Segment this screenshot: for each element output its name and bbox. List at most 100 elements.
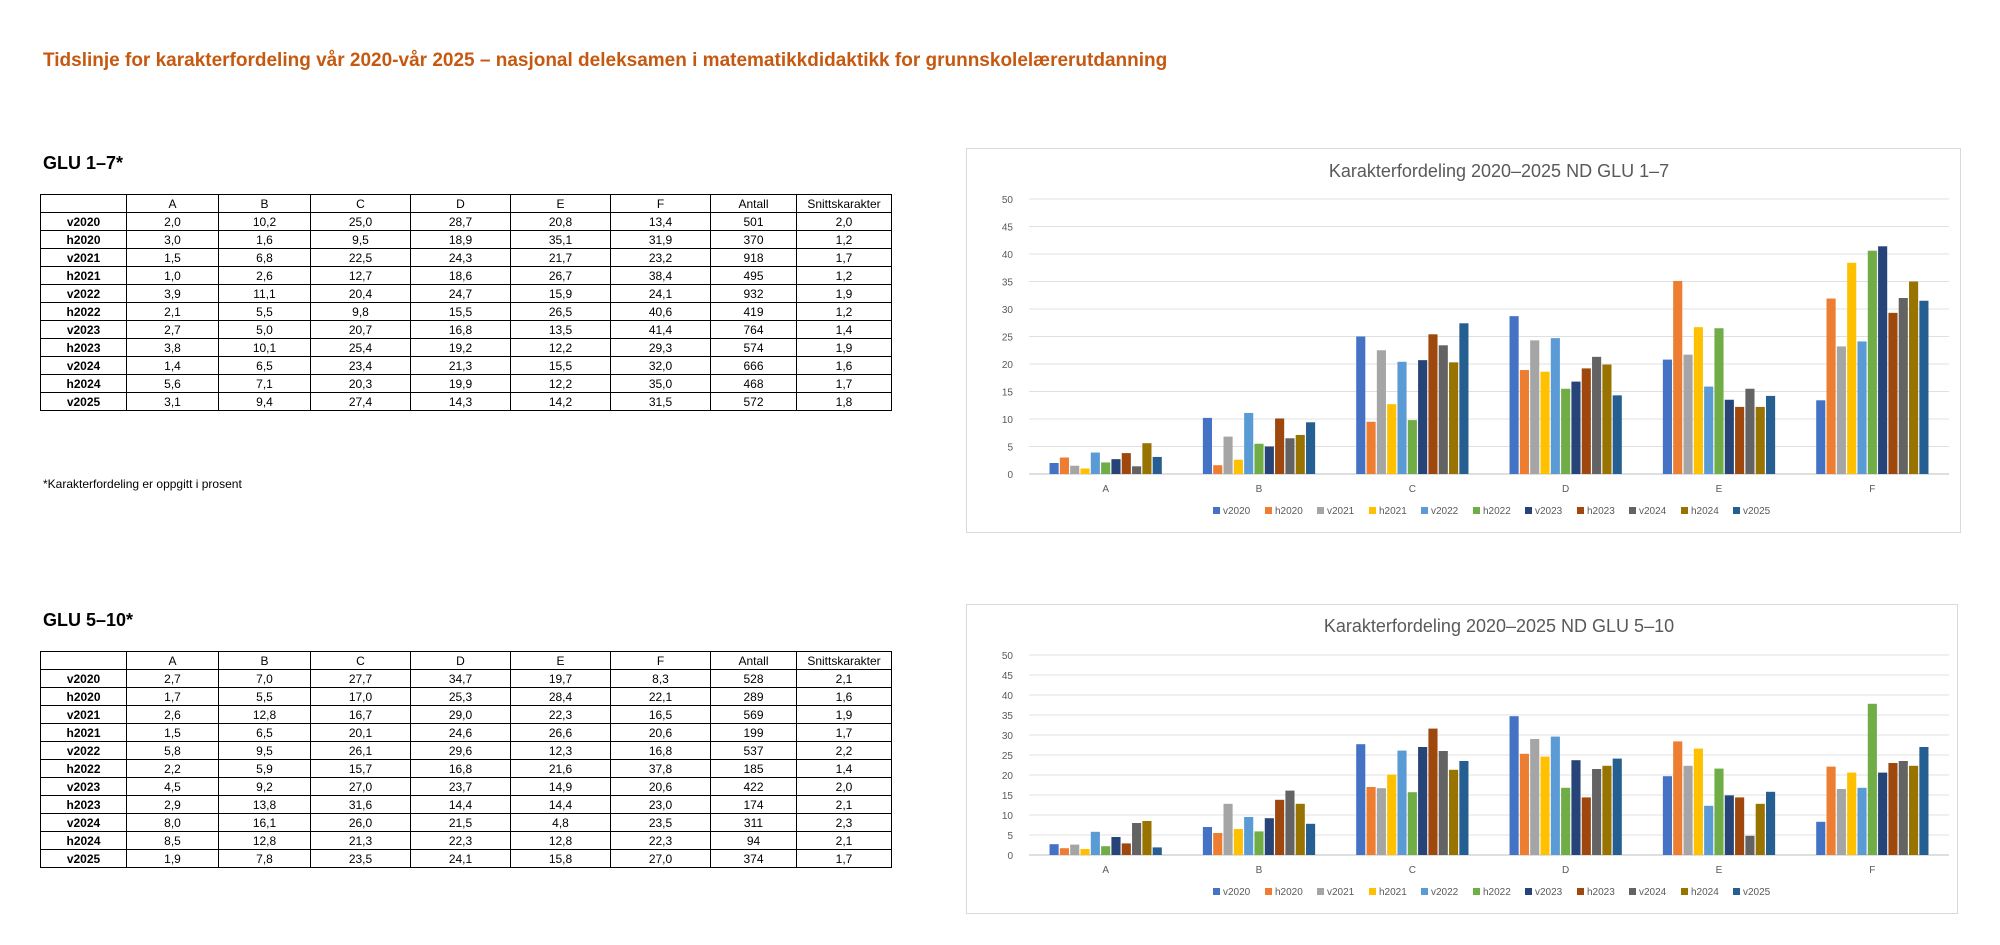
table-cell: 1,9 bbox=[796, 338, 892, 357]
table-cell: 21,5 bbox=[410, 813, 511, 832]
bar bbox=[1612, 758, 1622, 855]
bar bbox=[1059, 457, 1069, 474]
legend-label: v2023 bbox=[1535, 506, 1563, 517]
table-cell: 22,5 bbox=[310, 248, 411, 267]
table-cell: 2,9 bbox=[126, 795, 219, 814]
table-cell: 25,0 bbox=[310, 212, 411, 231]
footnote: *Karakterfordeling er oppgitt i prosent bbox=[43, 477, 242, 491]
table-cell: 569 bbox=[710, 705, 797, 724]
table-cell: 7,1 bbox=[218, 374, 311, 393]
table-cell: 23,4 bbox=[310, 356, 411, 375]
bar bbox=[1878, 772, 1888, 855]
y-tick-label: 20 bbox=[1002, 360, 1014, 371]
bar bbox=[1612, 395, 1622, 474]
bar bbox=[1418, 360, 1428, 474]
bar bbox=[1919, 747, 1929, 855]
bar bbox=[1561, 388, 1571, 474]
bar bbox=[1090, 452, 1100, 474]
row-label-cell: v2020 bbox=[40, 212, 127, 231]
table-cell: 4,5 bbox=[126, 777, 219, 796]
table-cell: 21,7 bbox=[510, 248, 611, 267]
grade-table-glu-5-10: A B C D E F Antall Snittskarakter v2020 2,7 7,0 27… bbox=[40, 651, 892, 868]
bar bbox=[1693, 327, 1703, 474]
bar bbox=[1826, 766, 1836, 855]
bar bbox=[1530, 340, 1540, 474]
legend-swatch bbox=[1577, 507, 1584, 514]
table-cell: 26,7 bbox=[510, 266, 611, 285]
table-cell: 7,8 bbox=[218, 849, 311, 868]
table-cell: 20,3 bbox=[310, 374, 411, 393]
table-row: v2024 8,0 16,1 26,0 21,5 4,8 23,5 311 2,3 bbox=[40, 813, 892, 832]
table-cell: 419 bbox=[710, 302, 797, 321]
table-cell: 21,3 bbox=[410, 356, 511, 375]
table-cell: 12,2 bbox=[510, 338, 611, 357]
y-tick-label: 5 bbox=[1007, 443, 1013, 454]
table-cell: 2,6 bbox=[218, 266, 311, 285]
bar bbox=[1213, 465, 1223, 474]
column-header bbox=[40, 651, 127, 670]
table-cell: 26,1 bbox=[310, 741, 411, 760]
bar bbox=[1275, 418, 1285, 474]
table-cell: 422 bbox=[710, 777, 797, 796]
bar bbox=[1376, 788, 1386, 855]
bar bbox=[1745, 835, 1755, 855]
table-cell: 764 bbox=[710, 320, 797, 339]
bar bbox=[1509, 316, 1519, 474]
bar bbox=[1070, 844, 1080, 855]
table-cell: 20,6 bbox=[610, 723, 711, 742]
bar bbox=[1714, 328, 1724, 474]
bar bbox=[1550, 338, 1560, 474]
bar bbox=[1592, 769, 1602, 855]
y-tick-label: 50 bbox=[1002, 195, 1014, 206]
table-cell: 26,5 bbox=[510, 302, 611, 321]
table-cell: 5,0 bbox=[218, 320, 311, 339]
row-label-cell: h2021 bbox=[40, 723, 127, 742]
legend-label: h2023 bbox=[1587, 887, 1615, 898]
bar bbox=[1244, 817, 1254, 855]
bar bbox=[1356, 744, 1366, 855]
bar bbox=[1826, 298, 1836, 474]
bar bbox=[1142, 443, 1152, 474]
legend-label: v2021 bbox=[1327, 506, 1355, 517]
table-cell: 1,9 bbox=[796, 705, 892, 724]
table-cell: 14,3 bbox=[410, 392, 511, 411]
table-row: h2023 3,8 10,1 25,4 19,2 12,2 29,3 574 1,9 bbox=[40, 338, 892, 357]
table-cell: 29,3 bbox=[610, 338, 711, 357]
table-cell: 1,7 bbox=[126, 687, 219, 706]
column-header: B bbox=[218, 651, 311, 670]
table-cell: 41,4 bbox=[610, 320, 711, 339]
table-cell: 20,6 bbox=[610, 777, 711, 796]
bar bbox=[1142, 821, 1152, 855]
row-label-cell: v2025 bbox=[40, 392, 127, 411]
table-cell: 4,8 bbox=[510, 813, 611, 832]
legend-swatch bbox=[1213, 507, 1220, 514]
table-cell: 20,7 bbox=[310, 320, 411, 339]
table-cell: 12,8 bbox=[218, 705, 311, 724]
bar bbox=[1724, 795, 1734, 855]
table-cell: 20,8 bbox=[510, 212, 611, 231]
table-cell: 1,2 bbox=[796, 302, 892, 321]
legend-swatch bbox=[1681, 507, 1688, 514]
table-cell: 23,2 bbox=[610, 248, 711, 267]
x-tick-label: A bbox=[1102, 484, 1109, 495]
table-cell: 19,2 bbox=[410, 338, 511, 357]
bar bbox=[1449, 769, 1459, 855]
bar bbox=[1306, 422, 1316, 474]
table-cell: 528 bbox=[710, 669, 797, 688]
legend-label: v2024 bbox=[1639, 506, 1667, 517]
bar bbox=[1121, 843, 1131, 855]
column-header: Antall bbox=[710, 194, 797, 213]
table-cell: 12,8 bbox=[510, 831, 611, 850]
legend-label: v2024 bbox=[1639, 887, 1667, 898]
legend-label: v2023 bbox=[1535, 887, 1563, 898]
table-row: h2022 2,2 5,9 15,7 16,8 21,6 37,8 185 1,4 bbox=[40, 759, 892, 778]
bar bbox=[1714, 768, 1724, 855]
table-cell: 2,2 bbox=[796, 741, 892, 760]
table-cell: 20,1 bbox=[310, 723, 411, 742]
column-header: Snittskarakter bbox=[796, 651, 892, 670]
bar bbox=[1898, 761, 1908, 855]
table-cell: 17,0 bbox=[310, 687, 411, 706]
table-cell: 2,1 bbox=[796, 795, 892, 814]
x-tick-label: F bbox=[1869, 484, 1875, 495]
bar bbox=[1602, 765, 1612, 855]
